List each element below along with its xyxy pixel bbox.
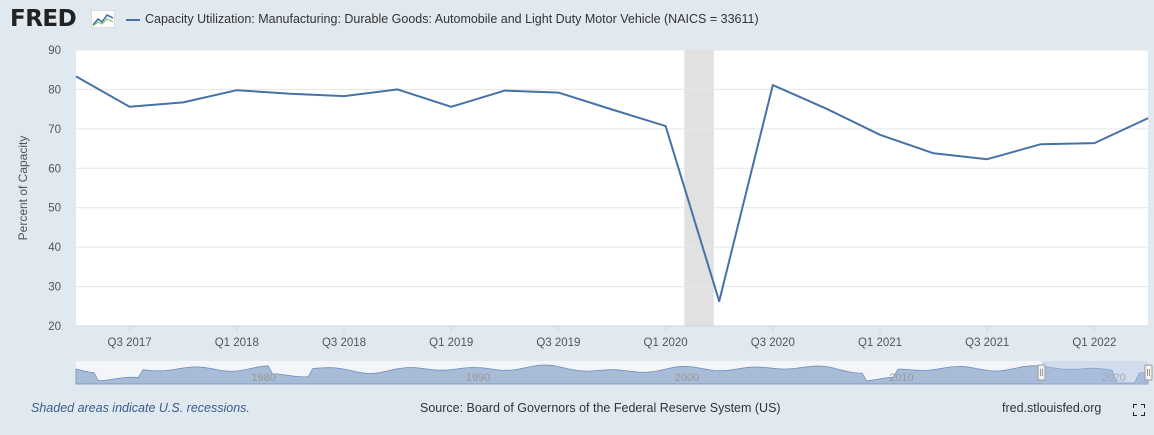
y-tick-label: 30	[48, 282, 61, 294]
x-tick-label: Q3 2017	[108, 337, 152, 349]
y-tick-label: 20	[48, 321, 61, 333]
recession-shading	[684, 50, 714, 326]
navigator-left-handle[interactable]	[1037, 364, 1046, 381]
x-tick-label: Q3 2018	[322, 337, 366, 349]
site-link[interactable]: fred.stlouisfed.org	[1002, 401, 1102, 415]
series-line[interactable]	[75, 75, 1149, 303]
y-tick-label: 70	[48, 124, 61, 136]
legend-line-swatch	[126, 19, 140, 21]
navigator-year-label: 1980	[251, 372, 275, 384]
x-tick-label: Q1 2020	[644, 337, 688, 349]
y-tick-label: 60	[48, 163, 61, 175]
recession-note: Shaded areas indicate U.S. recessions.	[31, 401, 250, 415]
navigator-year-label: 2010	[889, 372, 913, 384]
y-tick-label: 50	[48, 203, 61, 215]
fullscreen-icon[interactable]	[1133, 404, 1145, 416]
y-axis-label: Percent of Capacity	[16, 136, 30, 241]
navigator-right-handle[interactable]	[1144, 364, 1153, 381]
x-tick-label: Q1 2022	[1072, 337, 1116, 349]
time-navigator[interactable]: 1980 1990 2000 2010 2020	[75, 361, 1153, 385]
line-chart: 20 30 40 50 60 70 80 90 Q3 2017 Q1 2018 Q3 2018 Q1…	[16, 45, 1153, 385]
x-tick-label: Q1 2021	[858, 337, 902, 349]
plot-background	[76, 50, 1148, 326]
x-tick-label: Q1 2019	[429, 337, 473, 349]
navigator-area	[75, 364, 1149, 385]
y-tick-label: 90	[48, 45, 61, 57]
chart-header: FRED Capacity Utilization: Manufacturing…	[0, 0, 1154, 40]
x-tick-label: Q3 2020	[751, 337, 795, 349]
source-text: Source: Board of Governors of the Federa…	[420, 401, 781, 415]
navigator-year-label: 2000	[675, 372, 699, 384]
series-title: Capacity Utilization: Manufacturing: Dur…	[145, 12, 759, 26]
x-tick-label: Q1 2018	[215, 337, 259, 349]
fred-logo-chart-icon	[91, 10, 115, 28]
navigator-year-label: 1990	[466, 372, 490, 384]
x-tick-label: Q3 2019	[536, 337, 580, 349]
y-tick-label: 80	[48, 84, 61, 96]
navigator-year-label: 2020	[1101, 372, 1125, 384]
navigator-selection[interactable]	[1042, 361, 1148, 384]
fred-logo[interactable]: FRED	[10, 6, 77, 32]
x-tick-label: Q3 2021	[965, 337, 1009, 349]
y-tick-label: 40	[48, 242, 61, 254]
